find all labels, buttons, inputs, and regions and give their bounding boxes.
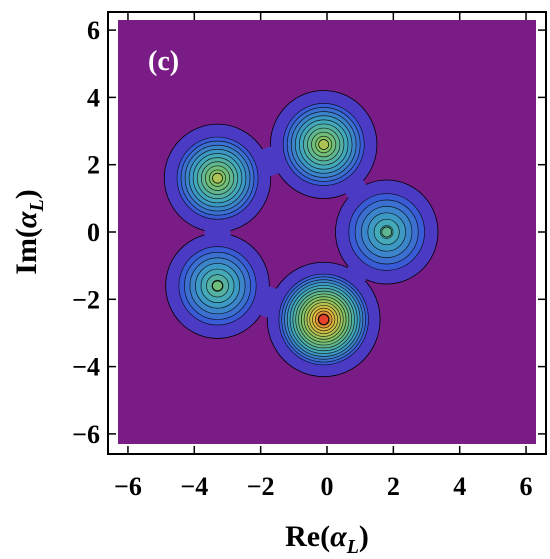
plot-background <box>118 20 536 444</box>
x-axis-title: Re(αL) <box>285 520 369 558</box>
contour-peak <box>318 314 330 325</box>
x-axis-ticks <box>127 12 527 454</box>
y-axis-ticks <box>108 29 546 435</box>
y-tick-label: −2 <box>72 285 100 314</box>
x-tick-label: 0 <box>321 472 334 501</box>
y-axis-tick-labels: −6 −4 −2 0 2 4 6 <box>72 16 100 449</box>
contour-peak <box>318 139 330 150</box>
y-tick-label: 0 <box>87 218 100 247</box>
x-tick-label: −6 <box>114 472 142 501</box>
y-tick-label: 2 <box>87 151 100 180</box>
panel-label: (c) <box>148 46 179 77</box>
y-axis-title: Im(αL) <box>10 189 48 274</box>
x-tick-label: 4 <box>453 472 466 501</box>
contour-peak <box>212 280 223 292</box>
x-axis-tick-labels: −6 −4 −2 0 2 4 6 <box>114 472 533 501</box>
contour-peak <box>212 172 223 184</box>
y-tick-label: 6 <box>87 16 100 45</box>
y-tick-label: −4 <box>72 353 100 382</box>
x-tick-label: 2 <box>387 472 400 501</box>
x-tick-label: −2 <box>247 472 275 501</box>
y-tick-label: 4 <box>87 83 100 112</box>
contour-layer <box>163 90 439 378</box>
contour-peak <box>381 226 393 238</box>
y-tick-label: −6 <box>72 420 100 449</box>
x-tick-label: 6 <box>520 472 533 501</box>
x-tick-label: −4 <box>180 472 208 501</box>
